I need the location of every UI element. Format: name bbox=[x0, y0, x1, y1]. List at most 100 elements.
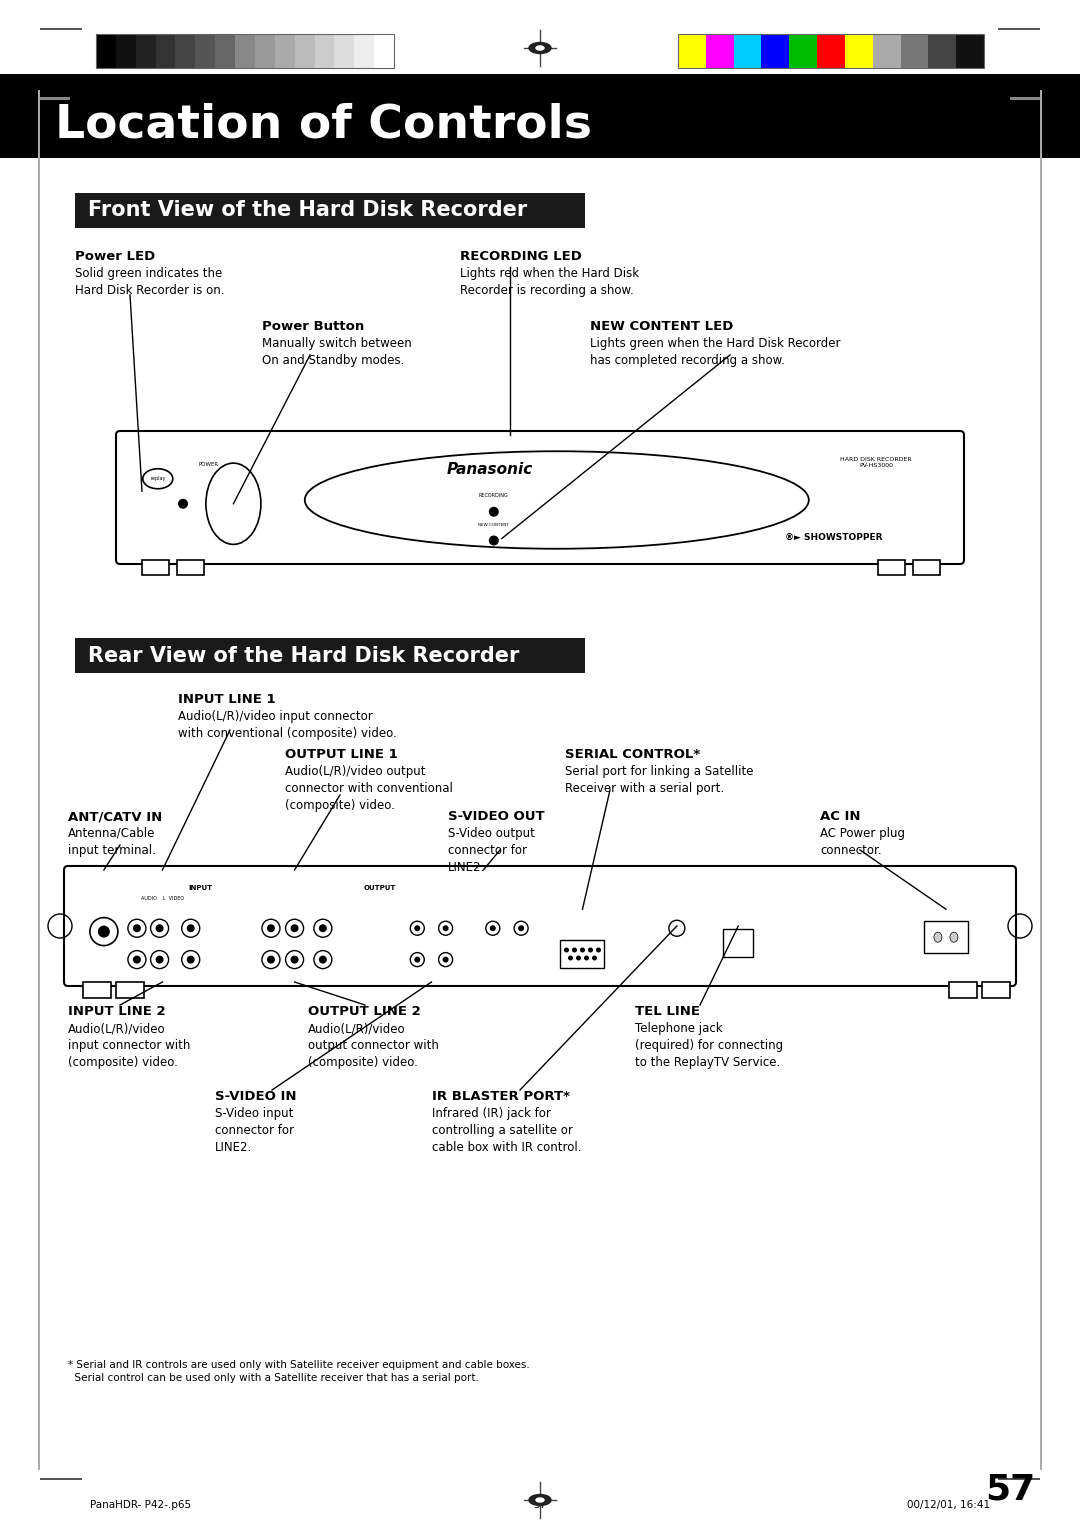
Circle shape bbox=[291, 955, 298, 964]
Bar bbox=[706, 34, 733, 69]
Bar bbox=[177, 559, 204, 575]
Text: NEW CONTENT: NEW CONTENT bbox=[478, 523, 509, 527]
Text: ®► SHOWSTOPPER: ®► SHOWSTOPPER bbox=[785, 533, 882, 542]
Bar bbox=[335, 34, 354, 69]
Bar bbox=[141, 559, 168, 575]
Bar bbox=[314, 34, 335, 69]
Bar bbox=[75, 639, 585, 672]
Text: Antenna/Cable
input terminal.: Antenna/Cable input terminal. bbox=[68, 827, 156, 857]
Circle shape bbox=[133, 955, 140, 964]
Circle shape bbox=[90, 918, 118, 946]
Circle shape bbox=[486, 921, 500, 935]
Bar bbox=[136, 34, 156, 69]
Bar bbox=[761, 34, 789, 69]
Circle shape bbox=[267, 924, 275, 932]
Text: replay: replay bbox=[150, 477, 165, 481]
Bar bbox=[40, 28, 82, 31]
Bar bbox=[116, 34, 136, 69]
Circle shape bbox=[588, 947, 593, 952]
Circle shape bbox=[262, 920, 280, 937]
Text: S-VIDEO OUT: S-VIDEO OUT bbox=[448, 810, 544, 824]
Bar bbox=[724, 929, 753, 957]
Ellipse shape bbox=[950, 932, 958, 943]
Text: OUTPUT LINE 2: OUTPUT LINE 2 bbox=[308, 1005, 421, 1018]
Ellipse shape bbox=[529, 43, 551, 53]
Bar bbox=[923, 921, 968, 953]
Circle shape bbox=[156, 924, 163, 932]
Text: 00/12/01, 16:41: 00/12/01, 16:41 bbox=[907, 1500, 990, 1510]
Circle shape bbox=[415, 957, 420, 963]
Text: S-Video input
connector for
LINE2.: S-Video input connector for LINE2. bbox=[215, 1106, 294, 1154]
Circle shape bbox=[178, 498, 188, 509]
Circle shape bbox=[187, 955, 194, 964]
Text: Audio(L/R)/video
input connector with
(composite) video.: Audio(L/R)/video input connector with (c… bbox=[68, 1022, 190, 1070]
Circle shape bbox=[314, 920, 332, 937]
Ellipse shape bbox=[536, 46, 544, 50]
Bar bbox=[929, 34, 956, 69]
Circle shape bbox=[580, 947, 585, 952]
Bar bbox=[561, 940, 605, 969]
Bar bbox=[96, 34, 394, 69]
Circle shape bbox=[518, 926, 524, 931]
Circle shape bbox=[285, 950, 303, 969]
Circle shape bbox=[319, 955, 327, 964]
Circle shape bbox=[514, 921, 528, 935]
Bar bbox=[156, 34, 175, 69]
Bar bbox=[38, 90, 40, 1470]
Circle shape bbox=[438, 952, 453, 967]
Text: ANT/CATV IN: ANT/CATV IN bbox=[68, 810, 162, 824]
Circle shape bbox=[156, 955, 163, 964]
Circle shape bbox=[285, 920, 303, 937]
Bar bbox=[873, 34, 901, 69]
Text: Solid green indicates the
Hard Disk Recorder is on.: Solid green indicates the Hard Disk Reco… bbox=[75, 267, 225, 296]
Text: AC Power plug
connector.: AC Power plug connector. bbox=[820, 827, 905, 857]
Bar bbox=[40, 96, 70, 99]
Circle shape bbox=[187, 924, 194, 932]
Bar bbox=[195, 34, 215, 69]
Circle shape bbox=[410, 921, 424, 935]
Text: Infrared (IR) jack for
controlling a satellite or
cable box with IR control.: Infrared (IR) jack for controlling a sat… bbox=[432, 1106, 581, 1154]
Text: Power LED: Power LED bbox=[75, 251, 156, 263]
Circle shape bbox=[150, 920, 168, 937]
Text: INPUT LINE 2: INPUT LINE 2 bbox=[68, 1005, 165, 1018]
Bar bbox=[901, 34, 929, 69]
Text: AC IN: AC IN bbox=[820, 810, 861, 824]
Bar bbox=[255, 34, 274, 69]
Bar bbox=[83, 983, 111, 998]
Bar bbox=[845, 34, 873, 69]
Text: PanaHDR- P42-.p65: PanaHDR- P42-.p65 bbox=[90, 1500, 191, 1510]
Bar bbox=[374, 34, 394, 69]
Text: S-VIDEO IN: S-VIDEO IN bbox=[215, 1089, 297, 1103]
Circle shape bbox=[490, 926, 496, 931]
Circle shape bbox=[181, 920, 200, 937]
Bar bbox=[949, 983, 977, 998]
Circle shape bbox=[127, 950, 146, 969]
Circle shape bbox=[133, 924, 140, 932]
Circle shape bbox=[596, 947, 600, 952]
Bar bbox=[789, 34, 818, 69]
Circle shape bbox=[576, 955, 581, 961]
FancyBboxPatch shape bbox=[64, 866, 1016, 986]
Circle shape bbox=[572, 947, 577, 952]
Text: Lights green when the Hard Disk Recorder
has completed recording a show.: Lights green when the Hard Disk Recorder… bbox=[590, 338, 840, 367]
Text: Audio(L/R)/video output
connector with conventional
(composite) video.: Audio(L/R)/video output connector with c… bbox=[285, 766, 453, 811]
Bar bbox=[678, 34, 984, 69]
Bar bbox=[75, 193, 585, 228]
Text: 57: 57 bbox=[534, 1500, 546, 1510]
Text: Power Button: Power Button bbox=[262, 319, 364, 333]
FancyBboxPatch shape bbox=[116, 431, 964, 564]
Text: Lights red when the Hard Disk
Recorder is recording a show.: Lights red when the Hard Disk Recorder i… bbox=[460, 267, 639, 296]
Text: NEW CONTENT LED: NEW CONTENT LED bbox=[590, 319, 733, 333]
Circle shape bbox=[438, 921, 453, 935]
Text: INPUT: INPUT bbox=[188, 885, 213, 891]
Circle shape bbox=[314, 950, 332, 969]
Circle shape bbox=[150, 950, 168, 969]
Circle shape bbox=[181, 950, 200, 969]
Text: AUDIO    L  VIDEO: AUDIO L VIDEO bbox=[140, 895, 184, 902]
Bar bbox=[215, 34, 235, 69]
Text: S-Video output
connector for
LINE2.: S-Video output connector for LINE2. bbox=[448, 827, 535, 874]
Circle shape bbox=[267, 955, 275, 964]
Bar bbox=[175, 34, 195, 69]
Text: RECORDING: RECORDING bbox=[478, 492, 509, 498]
Circle shape bbox=[319, 924, 327, 932]
